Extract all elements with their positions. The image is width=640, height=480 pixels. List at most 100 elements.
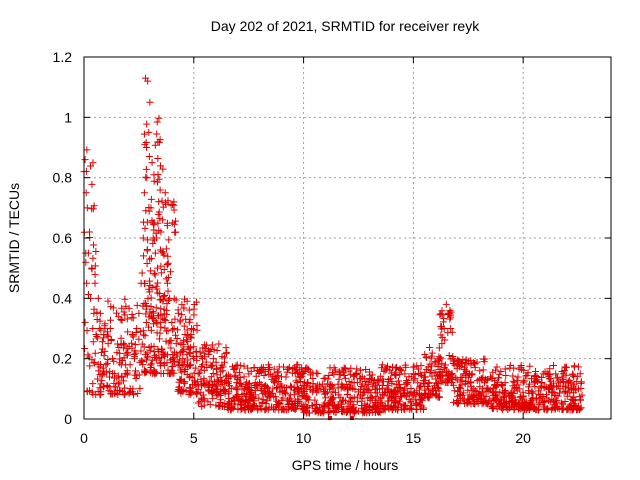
data-point: [437, 310, 445, 318]
data-point: [242, 393, 250, 401]
data-point: [396, 393, 404, 401]
data-point: [185, 349, 193, 357]
data-point: [374, 408, 382, 416]
data-point: [461, 359, 469, 367]
data-point: [379, 375, 387, 383]
data-point: [540, 405, 548, 413]
data-point: [196, 369, 204, 377]
data-point: [331, 366, 339, 374]
data-point: [357, 374, 365, 382]
data-point: [88, 356, 96, 364]
data-point: [192, 364, 200, 372]
data-point: [438, 340, 446, 348]
data-point: [428, 390, 436, 398]
data-point: [271, 406, 279, 414]
data-point: [144, 77, 152, 85]
data-point: [395, 380, 403, 388]
data-point: [151, 249, 159, 257]
data-point: [193, 390, 201, 398]
x-tick-label: 0: [80, 430, 88, 446]
data-point: [236, 368, 244, 376]
data-point: [405, 396, 413, 404]
data-point: [89, 325, 97, 332]
data-point: [246, 379, 254, 387]
data-point: [177, 349, 185, 357]
data-point: [270, 392, 278, 400]
data-point: [237, 380, 245, 388]
data-point: [357, 366, 365, 374]
data-point: [172, 331, 180, 339]
data-point: [93, 308, 101, 316]
data-point: [89, 159, 97, 167]
data-point: [284, 365, 292, 373]
data-point: [163, 300, 171, 308]
data-point: [541, 368, 549, 376]
data-point: [451, 387, 459, 395]
data-point: [109, 304, 117, 312]
data-point: [345, 403, 353, 411]
data-point: [233, 361, 241, 369]
data-point: [469, 399, 477, 407]
data-point: [279, 405, 287, 413]
data-point: [461, 366, 469, 374]
data-point: [169, 362, 177, 370]
data-point: [165, 339, 173, 347]
data-point: [166, 370, 174, 378]
data-point: [176, 356, 184, 364]
data-point: [348, 395, 356, 403]
data-point: [176, 316, 184, 324]
data-point: [154, 312, 162, 320]
data-point: [228, 363, 236, 371]
data-point: [568, 385, 576, 393]
data-point: [553, 383, 561, 391]
data-point: [168, 219, 176, 227]
data-point: [147, 204, 155, 212]
data-point: [396, 400, 404, 408]
data-point: [163, 310, 171, 318]
data-point: [143, 260, 151, 268]
data-point: [460, 370, 468, 378]
data-point: [444, 329, 452, 337]
data-point: [517, 393, 525, 401]
data-point: [154, 155, 162, 163]
data-point: [476, 367, 484, 375]
data-point: [417, 396, 425, 404]
data-point: [372, 385, 380, 393]
data-point: [186, 361, 194, 369]
data-point: [90, 241, 98, 249]
data-point: [164, 252, 172, 260]
data-point: [278, 382, 286, 390]
data-point: [139, 302, 147, 310]
data-point: [223, 401, 231, 409]
data-point: [200, 401, 208, 409]
data-point: [89, 338, 97, 346]
data-point: [525, 383, 533, 391]
x-tick-label: 20: [515, 430, 531, 446]
data-point: [358, 404, 366, 412]
data-point: [123, 369, 131, 377]
data-point: [291, 386, 299, 394]
data-point: [546, 385, 554, 393]
data-point: [117, 361, 125, 369]
data-point: [199, 361, 207, 369]
data-point: [199, 354, 207, 362]
data-point: [259, 395, 267, 403]
data-point: [566, 389, 574, 397]
data-point: [324, 400, 332, 408]
data-point: [262, 382, 270, 390]
data-point: [290, 383, 298, 391]
data-point: [150, 219, 158, 227]
data-point: [93, 315, 101, 323]
data-point: [232, 386, 240, 394]
data-point: [83, 146, 91, 154]
data-point: [184, 338, 192, 346]
data-point: [154, 264, 162, 272]
data-point: [113, 349, 121, 357]
x-tick-label: 10: [296, 430, 312, 446]
data-point: [202, 358, 210, 366]
data-point: [253, 383, 261, 391]
data-point: [104, 332, 112, 340]
data-point: [479, 366, 487, 374]
data-point: [338, 366, 346, 374]
data-point: [123, 315, 131, 323]
